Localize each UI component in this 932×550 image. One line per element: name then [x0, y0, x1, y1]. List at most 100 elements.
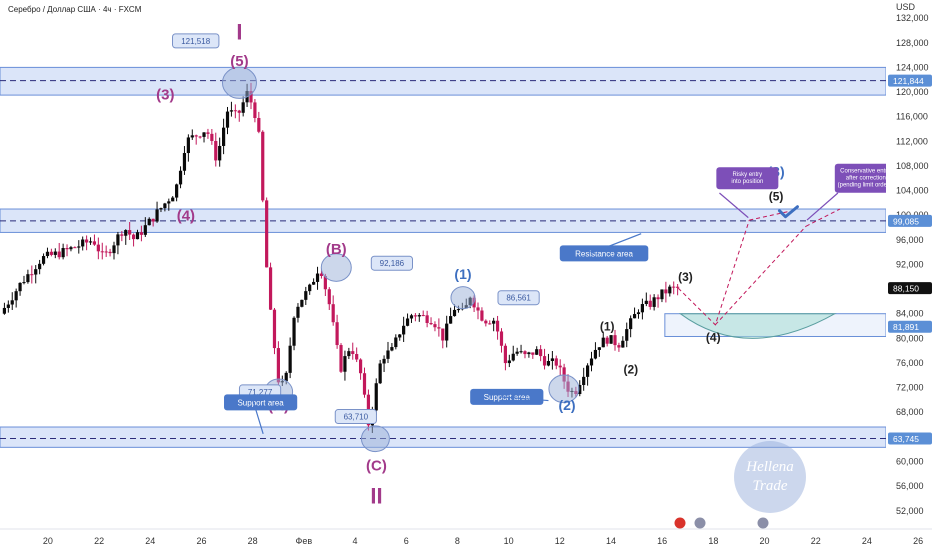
projection-path-1[interactable] — [714, 225, 807, 326]
candle-body — [358, 359, 363, 374]
candle-body — [511, 353, 515, 361]
candle-body — [335, 322, 339, 346]
wave-label: (4) — [706, 330, 721, 344]
pivot-circle[interactable] — [548, 374, 580, 404]
candle-body — [339, 345, 343, 372]
candle-body — [45, 251, 50, 257]
candle-body — [120, 234, 124, 236]
candle-body — [586, 365, 590, 377]
pivot-circle[interactable] — [360, 425, 390, 453]
event-icon[interactable] — [674, 517, 686, 529]
candle-body — [382, 358, 386, 364]
candle-body — [253, 102, 257, 118]
event-icon[interactable] — [694, 517, 706, 529]
price-tick: 116,000 — [896, 112, 928, 122]
candle-body — [104, 251, 108, 253]
support-zone-bottom[interactable] — [0, 426, 887, 448]
candle-body — [609, 335, 613, 344]
conservative-entry-note-line: (pending limit orders) — [838, 183, 894, 189]
candle-body — [135, 232, 140, 240]
time-tick: 10 — [504, 536, 514, 546]
price-badge-text: 99,085 — [893, 216, 919, 226]
candle-body — [116, 234, 120, 246]
candle-body — [441, 328, 445, 341]
candle-body — [402, 325, 406, 335]
candle-body — [476, 307, 480, 311]
candle-body — [14, 291, 18, 301]
drawings-layer: I(5)(3)(4)(B)(A)(C)II(1)(2)(3)(1)(2)(3)(… — [156, 20, 897, 508]
risky-entry-note[interactable] — [716, 167, 779, 190]
candle-body — [398, 334, 402, 338]
candle-body — [249, 91, 253, 103]
candle-body — [296, 306, 300, 318]
candle-body — [163, 203, 167, 209]
price-tick: 52,000 — [896, 506, 924, 516]
wave-label: (5) — [769, 189, 784, 203]
price-badge — [888, 432, 932, 445]
candle-body — [182, 153, 187, 171]
entry-zone-ellipse[interactable] — [678, 313, 837, 339]
candle-body — [452, 309, 457, 317]
candle-body — [300, 299, 304, 307]
price-label: 121,518 — [181, 37, 210, 46]
time-tick: 24 — [862, 536, 872, 546]
candle-body — [632, 314, 637, 319]
candle-body — [362, 373, 367, 395]
price-tick: 120,000 — [896, 87, 929, 97]
event-icon[interactable] — [757, 517, 769, 529]
candle-body — [605, 337, 609, 344]
callout-pointer — [500, 396, 549, 402]
time-tick: 20 — [760, 536, 770, 546]
pivot-circle[interactable] — [450, 286, 476, 310]
candle-body — [190, 135, 194, 138]
price-label: 86,561 — [506, 294, 531, 303]
risky-entry-note-line: into position — [731, 179, 763, 185]
candle-body — [308, 284, 312, 292]
symbol-title[interactable]: Серебро / Доллар США · 4ч · FXCM — [8, 5, 142, 14]
price-axis[interactable] — [886, 0, 932, 550]
time-tick: 26 — [196, 536, 206, 546]
price-badge-text: 121,844 — [893, 76, 924, 86]
candle-body — [374, 383, 378, 411]
candle-body — [433, 324, 437, 328]
resistance-area-callout[interactable] — [559, 245, 649, 262]
candle-body — [351, 351, 355, 355]
time-tick: 26 — [913, 536, 923, 546]
price-label-box — [172, 33, 220, 49]
support-area-callout-left[interactable] — [224, 394, 298, 411]
candle-body — [625, 329, 629, 341]
watermark-logo: Hellena Trade — [734, 441, 806, 513]
time-tick: 20 — [43, 536, 53, 546]
time-tick: 4 — [353, 536, 358, 546]
risky-entry-arrow — [719, 192, 749, 219]
conservative-entry-note[interactable] — [834, 163, 897, 193]
candle-body — [206, 132, 210, 134]
candle-body — [131, 234, 136, 240]
time-tick: 12 — [555, 536, 565, 546]
candle-body — [202, 132, 206, 137]
wave-label: (5) — [230, 53, 248, 70]
candle-body — [523, 351, 527, 355]
svg-text:Hellena: Hellena — [745, 459, 793, 475]
candle-body — [288, 345, 292, 373]
price-label-box — [497, 290, 540, 306]
projection-path-3[interactable] — [805, 208, 841, 227]
candle-body — [409, 315, 414, 319]
pivot-circle[interactable] — [221, 66, 257, 99]
resistance-zone-top[interactable] — [0, 66, 887, 96]
price-label: 71,277 — [248, 388, 273, 397]
candle-body — [417, 315, 421, 317]
pivot-circle[interactable] — [320, 253, 352, 282]
candle-body — [668, 286, 672, 294]
callout-pointer — [590, 233, 642, 254]
candle-body — [292, 317, 296, 346]
price-tick: 128,000 — [896, 38, 929, 48]
candle-body — [539, 349, 543, 357]
candle-body — [218, 145, 222, 161]
candle-body — [495, 320, 500, 332]
candle-body — [210, 133, 214, 141]
candle-body — [386, 350, 390, 359]
candle-body — [347, 351, 351, 357]
candle-body — [323, 275, 327, 290]
